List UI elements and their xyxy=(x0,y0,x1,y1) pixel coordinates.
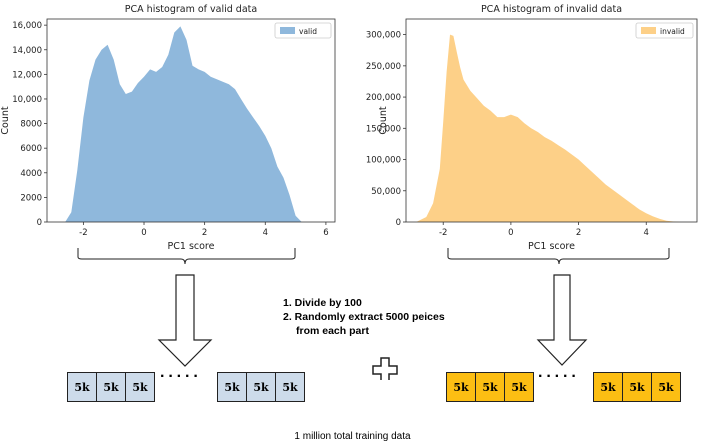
invalid-histogram-chart: PCA histogram of invalid data 0 50,000 100,… xyxy=(366,4,698,250)
invalid-x-axis-label: PC1 score xyxy=(528,241,575,250)
invalid-part-box: 5k xyxy=(622,372,652,402)
valid-x-tick-label: 4 xyxy=(263,228,268,238)
valid-part-box: 5k xyxy=(217,372,247,402)
left-brace xyxy=(77,248,296,265)
valid-ellipsis: ····· xyxy=(160,368,202,385)
invalid-y-tick-label: 0 xyxy=(396,218,401,228)
valid-y-axis-label: Count xyxy=(0,106,11,134)
valid-legend: valid xyxy=(274,22,332,39)
step-2-continued: from each part xyxy=(296,325,369,337)
invalid-y-tick-label: 150,000 xyxy=(366,124,401,134)
invalid-part-box: 5k xyxy=(446,372,476,402)
valid-part-box: 5k xyxy=(67,372,97,402)
valid-x-tick-label: 0 xyxy=(141,228,146,238)
valid-boxes-right: 5k 5k 5k xyxy=(217,372,305,402)
invalid-y-tick-label: 200,000 xyxy=(366,93,401,103)
invalid-boxes-left: 5k 5k 5k xyxy=(446,372,534,402)
valid-y-tick-label: 8000 xyxy=(20,120,42,130)
valid-chart-title: PCA histogram of valid data xyxy=(125,4,257,15)
valid-x-tick-label: 6 xyxy=(323,228,328,238)
invalid-histogram-area xyxy=(416,34,681,222)
valid-x-axis-label: PC1 score xyxy=(168,241,215,250)
valid-y-tick-label: 16,000 xyxy=(12,21,42,31)
invalid-part-box: 5k xyxy=(651,372,681,402)
invalid-chart-title: PCA histogram of invalid data xyxy=(481,4,622,15)
valid-part-box: 5k xyxy=(96,372,126,402)
valid-legend-box xyxy=(274,22,332,39)
invalid-x-tick-label: 0 xyxy=(508,228,513,238)
invalid-legend-box xyxy=(635,22,694,39)
valid-y-tick-label: 6000 xyxy=(20,144,42,154)
valid-histogram-chart: PCA histogram of valid data 0 2000 4000 6000… xyxy=(0,4,336,250)
valid-part-box: 5k xyxy=(125,372,155,402)
invalid-x-tick-label: 4 xyxy=(644,228,649,238)
valid-y-tick-label: 12,000 xyxy=(12,70,42,80)
invalid-part-box: 5k xyxy=(593,372,623,402)
valid-y-tick-label: 2000 xyxy=(20,193,42,203)
valid-histogram-area xyxy=(65,26,302,223)
plus-sign xyxy=(372,357,398,380)
valid-part-box: 5k xyxy=(246,372,276,402)
left-down-arrow xyxy=(157,274,213,367)
valid-boxes-left: 5k 5k 5k xyxy=(67,372,155,402)
valid-legend-label: valid xyxy=(299,27,317,36)
invalid-y-tick-label: 100,000 xyxy=(366,156,401,166)
valid-legend-swatch xyxy=(280,27,295,34)
invalid-part-box: 5k xyxy=(504,372,534,402)
step-1: 1. Divide by 100 xyxy=(283,297,362,309)
valid-plot-frame xyxy=(46,18,336,223)
invalid-legend: invalid xyxy=(635,22,694,39)
invalid-legend-label: invalid xyxy=(660,27,685,36)
valid-y-tick-label: 14,000 xyxy=(12,46,42,56)
invalid-plot-frame xyxy=(405,18,698,223)
diagram-connectors xyxy=(77,248,670,380)
steps-text: 1. Divide by 100 2. Randomly extract 500… xyxy=(283,296,445,338)
invalid-x-tick-label: -2 xyxy=(439,228,447,238)
invalid-legend-swatch xyxy=(641,27,656,34)
right-brace xyxy=(447,248,670,265)
invalid-y-tick-label: 300,000 xyxy=(366,31,401,41)
invalid-part-box: 5k xyxy=(475,372,505,402)
invalid-y-tick-label: 50,000 xyxy=(371,187,401,197)
step-2: 2. Randomly extract 5000 peices xyxy=(283,311,445,323)
valid-x-tick-label: 2 xyxy=(202,228,207,238)
valid-y-tick-label: 0 xyxy=(37,218,42,228)
invalid-x-tick-label: 2 xyxy=(576,228,581,238)
invalid-y-tick-label: 250,000 xyxy=(366,62,401,72)
right-down-arrow xyxy=(536,274,588,366)
valid-y-tick-label: 4000 xyxy=(20,169,42,179)
valid-y-tick-label: 10,000 xyxy=(12,95,42,105)
valid-part-box: 5k xyxy=(275,372,305,402)
invalid-ellipsis: ····· xyxy=(538,368,580,385)
invalid-y-axis-label: Count xyxy=(378,106,389,134)
valid-x-tick-label: -2 xyxy=(79,228,87,238)
invalid-boxes-right: 5k 5k 5k xyxy=(593,372,681,402)
footer-caption: 1 million total training data xyxy=(294,431,411,442)
